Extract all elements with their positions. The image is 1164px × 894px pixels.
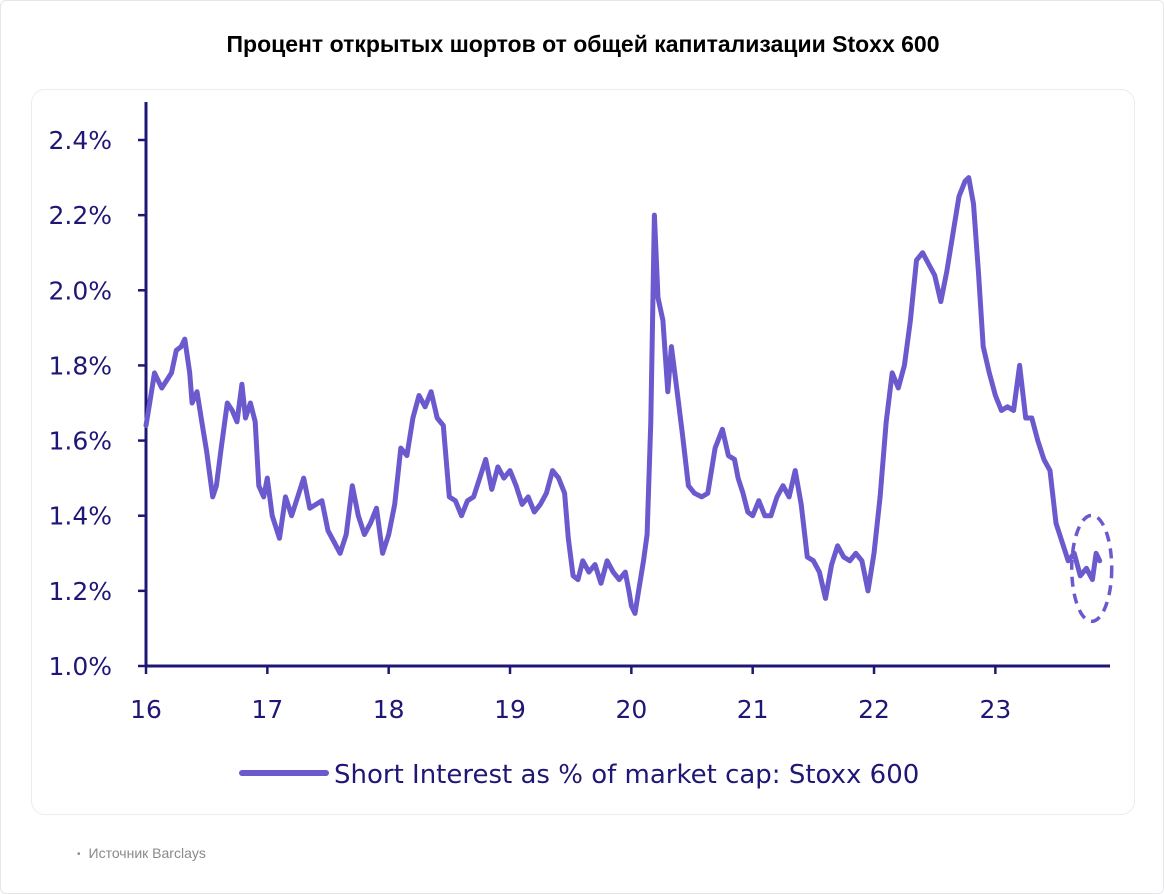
legend: Short Interest as % of market cap: Stoxx… xyxy=(239,760,919,790)
y-tick-label: 2.2% xyxy=(48,201,112,230)
bullet-icon: • xyxy=(77,848,81,860)
y-tick-label: 1.0% xyxy=(48,652,112,681)
source-note: • Источник Barclays xyxy=(77,845,206,861)
highlight-ellipse xyxy=(1069,513,1114,624)
y-tick-label: 1.6% xyxy=(48,427,112,456)
legend-label: Short Interest as % of market cap: Stoxx… xyxy=(334,760,919,790)
x-tick-label: 18 xyxy=(373,695,405,724)
y-tick-label: 2.0% xyxy=(48,276,112,305)
x-tick-label: 20 xyxy=(615,695,647,724)
y-tick-label: 1.8% xyxy=(48,351,112,380)
x-tick-label: 22 xyxy=(858,695,890,724)
chart: 1.0%1.2%1.4%1.6%1.8%2.0%2.2%2.4% 16 17 18 1… xyxy=(48,102,1114,790)
y-axis-ticks: 1.0% 1.2% 1.4% 1.6% 1.8% 2.0% 2.2% 2.4% xyxy=(48,126,146,681)
chart-card: 1.0% 1.2% 1.4% 1.6% 1.8% 2.0% 2.2% 2.4% 16 17 18 1… xyxy=(31,89,1135,815)
x-tick-label: 23 xyxy=(979,695,1011,724)
y-tick-label: 1.2% xyxy=(48,577,112,606)
x-axis-ticks: 16 17 18 19 20 21 22 23 xyxy=(130,666,1011,724)
y-tick-label: 2.4% xyxy=(48,126,112,155)
source-text: Источник Barclays xyxy=(88,845,206,861)
x-tick-label: 21 xyxy=(737,695,769,724)
page-title: Процент открытых шортов от общей капитал… xyxy=(226,31,940,57)
x-tick-label: 16 xyxy=(130,695,162,724)
series-layer xyxy=(143,175,1103,616)
x-tick-label: 19 xyxy=(494,695,526,724)
series-line xyxy=(143,175,1103,616)
x-tick-label: 17 xyxy=(251,695,283,724)
y-tick-label: 1.4% xyxy=(48,502,112,531)
